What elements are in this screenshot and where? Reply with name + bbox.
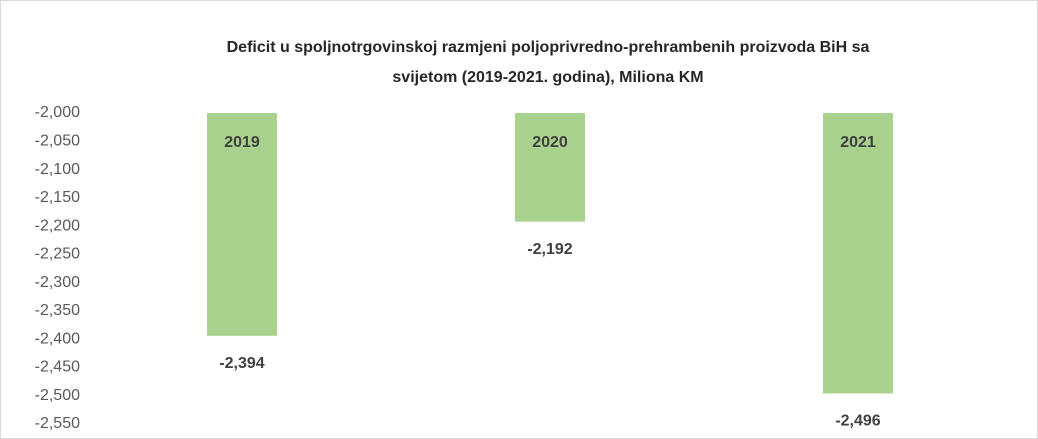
- y-tick-label: -2,100: [35, 161, 80, 178]
- y-tick-label: -2,450: [35, 359, 80, 376]
- y-tick-label: -2,300: [35, 274, 80, 291]
- value-label: -2,496: [835, 413, 880, 430]
- category-label: 2021: [840, 134, 876, 151]
- category-label: 2020: [532, 134, 568, 151]
- chart-title: Deficit u spoljnotrgovinskoj razmjeni po…: [227, 39, 870, 56]
- y-tick-label: -2,350: [35, 302, 80, 319]
- bar: [515, 113, 585, 222]
- chart-title: svijetom (2019-2021. godina), Miliona KM: [392, 69, 703, 86]
- value-label: -2,192: [527, 241, 572, 258]
- y-tick-label: -2,250: [35, 246, 80, 263]
- y-tick-label: -2,150: [35, 189, 80, 206]
- y-tick-label: -2,550: [35, 415, 80, 432]
- bar: [823, 113, 893, 394]
- y-tick-label: -2,000: [35, 104, 80, 121]
- y-tick-label: -2,500: [35, 387, 80, 404]
- y-tick-label: -2,400: [35, 330, 80, 347]
- bar: [207, 113, 277, 336]
- value-label: -2,394: [219, 355, 264, 372]
- y-tick-label: -2,050: [35, 132, 80, 149]
- category-label: 2019: [224, 134, 260, 151]
- y-tick-label: -2,200: [35, 217, 80, 234]
